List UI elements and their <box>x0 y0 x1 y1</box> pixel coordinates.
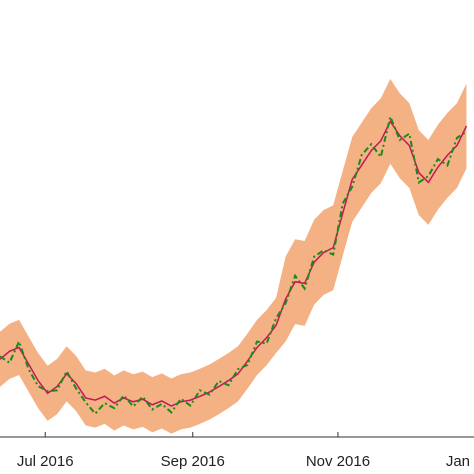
confidence-band <box>0 78 467 434</box>
series-line <box>0 113 468 416</box>
x-tick-label: Nov 2016 <box>306 453 370 470</box>
x-tick-label: Jul 2016 <box>17 453 74 470</box>
x-tick-label: Sep 2016 <box>161 453 225 470</box>
x-tick-label: Jan <box>446 453 470 470</box>
